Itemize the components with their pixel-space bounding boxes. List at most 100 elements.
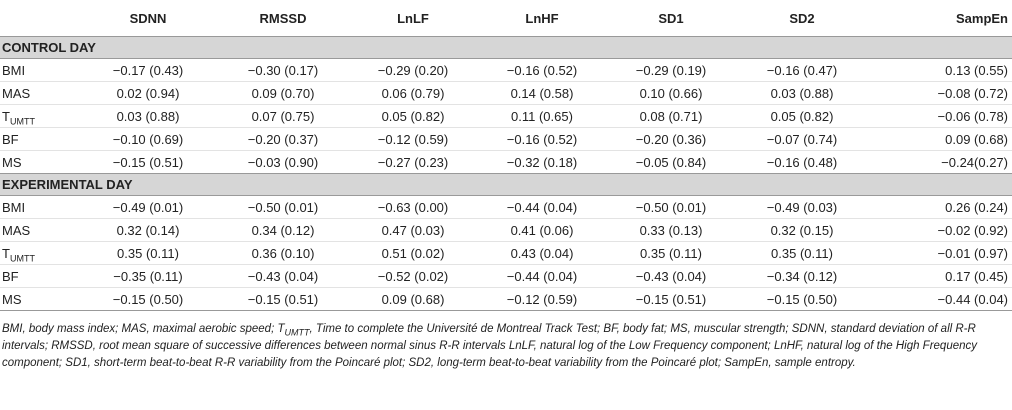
table-cell: 0.11 (0.65) <box>478 104 606 128</box>
table-cell: −0.15 (0.50) <box>78 287 218 311</box>
row-label: MAS <box>0 81 78 105</box>
table-container: SDNN RMSSD LnLF LnHF SD1 SD2 SampEn CONT… <box>0 0 1012 372</box>
table-cell: 0.09 (0.70) <box>218 81 348 105</box>
table-cell: −0.29 (0.20) <box>348 58 478 82</box>
table-row: MS −0.15 (0.50) −0.15 (0.51) 0.09 (0.68) −0.… <box>0 287 1012 311</box>
row-label-text: MS <box>2 154 22 170</box>
header-cell-lnlf: LnLF <box>348 0 478 37</box>
table-cell: −0.30 (0.17) <box>218 58 348 82</box>
row-label-text: BF <box>2 131 19 147</box>
table-cell: −0.16 (0.52) <box>478 127 606 151</box>
table-cell: −0.08 (0.72) <box>868 81 1012 105</box>
table-cell: −0.27 (0.23) <box>348 150 478 174</box>
table-cell: 0.03 (0.88) <box>78 104 218 128</box>
row-label: BMI <box>0 195 78 219</box>
header-row: SDNN RMSSD LnLF LnHF SD1 SD2 SampEn <box>0 0 1012 37</box>
table-cell: 0.32 (0.14) <box>78 218 218 242</box>
table-cell: 0.35 (0.11) <box>606 241 736 265</box>
section-header-row: CONTROL DAY <box>0 36 1012 59</box>
table-cell: −0.44 (0.04) <box>868 287 1012 311</box>
table-cell: 0.32 (0.15) <box>736 218 868 242</box>
section-header-row: EXPERIMENTAL DAY <box>0 173 1012 196</box>
table-cell: −0.16 (0.52) <box>478 58 606 82</box>
table-cell: −0.05 (0.84) <box>606 150 736 174</box>
table-cell: −0.15 (0.50) <box>736 287 868 311</box>
table-row: BMI −0.49 (0.01) −0.50 (0.01) −0.63 (0.00) −… <box>0 195 1012 219</box>
table-cell: −0.50 (0.01) <box>606 195 736 219</box>
table-cell: −0.20 (0.37) <box>218 127 348 151</box>
table-cell: 0.35 (0.11) <box>78 241 218 265</box>
row-label: TUMTT <box>0 104 78 128</box>
table-cell: 0.05 (0.82) <box>348 104 478 128</box>
footnote-text-start: BMI, body mass index; MAS, maximal aerob… <box>2 323 285 335</box>
table-cell: −0.16 (0.47) <box>736 58 868 82</box>
row-label-text: MAS <box>2 222 31 238</box>
table-cell: −0.49 (0.01) <box>78 195 218 219</box>
correlation-table: SDNN RMSSD LnLF LnHF SD1 SD2 SampEn CONT… <box>0 0 1012 311</box>
header-cell-rmssd: RMSSD <box>218 0 348 37</box>
footnote-subscript: UMTT <box>284 327 310 338</box>
table-row: BF −0.10 (0.69) −0.20 (0.37) −0.12 (0.59) −0… <box>0 127 1012 151</box>
table-cell: −0.52 (0.02) <box>348 264 478 288</box>
table-cell: −0.12 (0.59) <box>478 287 606 311</box>
table-cell: 0.34 (0.12) <box>218 218 348 242</box>
table-row: MAS 0.02 (0.94) 0.09 (0.70) 0.06 (0.79) 0.14… <box>0 81 1012 105</box>
table-cell: −0.24(0.27) <box>868 150 1012 174</box>
table-cell: 0.33 (0.13) <box>606 218 736 242</box>
header-cell-sd2: SD2 <box>736 0 868 37</box>
row-label: BF <box>0 127 78 151</box>
row-label: MS <box>0 150 78 174</box>
table-row: TUMTT 0.35 (0.11) 0.36 (0.10) 0.51 (0.02) 0.… <box>0 241 1012 265</box>
table-cell: 0.17 (0.45) <box>868 264 1012 288</box>
table-cell: −0.29 (0.19) <box>606 58 736 82</box>
table-cell: −0.49 (0.03) <box>736 195 868 219</box>
table-cell: 0.05 (0.82) <box>736 104 868 128</box>
table-cell: −0.34 (0.12) <box>736 264 868 288</box>
table-cell: 0.06 (0.79) <box>348 81 478 105</box>
row-label-text: BF <box>2 268 19 284</box>
header-cell-sdnn: SDNN <box>78 0 218 37</box>
row-label-subscript: UMTT <box>9 116 35 127</box>
table-cell: 0.09 (0.68) <box>348 287 478 311</box>
header-cell-empty <box>0 0 78 37</box>
table-cell: 0.10 (0.66) <box>606 81 736 105</box>
row-label-text: MS <box>2 291 22 307</box>
table-cell: 0.03 (0.88) <box>736 81 868 105</box>
row-label-text: MAS <box>2 85 31 101</box>
header-cell-sampen: SampEn <box>868 0 1012 37</box>
table-cell: −0.03 (0.90) <box>218 150 348 174</box>
table-cell: −0.06 (0.78) <box>868 104 1012 128</box>
table-cell: −0.10 (0.69) <box>78 127 218 151</box>
section-title: CONTROL DAY <box>0 36 1012 59</box>
row-label-subscript: UMTT <box>9 253 35 264</box>
row-label-text: BMI <box>2 199 26 215</box>
table-cell: −0.63 (0.00) <box>348 195 478 219</box>
section-title: EXPERIMENTAL DAY <box>0 173 1012 196</box>
table-row: BF −0.35 (0.11) −0.43 (0.04) −0.52 (0.02) −0… <box>0 264 1012 288</box>
table-row: MS −0.15 (0.51) −0.03 (0.90) −0.27 (0.23) −0… <box>0 150 1012 174</box>
table-cell: −0.32 (0.18) <box>478 150 606 174</box>
table-cell: −0.50 (0.01) <box>218 195 348 219</box>
header-cell-sd1: SD1 <box>606 0 736 37</box>
row-label-text: BMI <box>2 62 26 78</box>
table-cell: 0.43 (0.04) <box>478 241 606 265</box>
table-cell: −0.35 (0.11) <box>78 264 218 288</box>
table-footnote: BMI, body mass index; MAS, maximal aerob… <box>2 321 1010 372</box>
row-label: MAS <box>0 218 78 242</box>
table-cell: 0.13 (0.55) <box>868 58 1012 82</box>
table-cell: 0.14 (0.58) <box>478 81 606 105</box>
row-label: MS <box>0 287 78 311</box>
header-cell-lnhf: LnHF <box>478 0 606 37</box>
table-cell: −0.01 (0.97) <box>868 241 1012 265</box>
row-label-text: T <box>2 108 10 124</box>
table-cell: −0.12 (0.59) <box>348 127 478 151</box>
table-cell: −0.17 (0.43) <box>78 58 218 82</box>
table-cell: −0.16 (0.48) <box>736 150 868 174</box>
table-row: MAS 0.32 (0.14) 0.34 (0.12) 0.47 (0.03) 0.41… <box>0 218 1012 242</box>
table-cell: 0.07 (0.75) <box>218 104 348 128</box>
table-cell: −0.44 (0.04) <box>478 264 606 288</box>
table-cell: −0.43 (0.04) <box>606 264 736 288</box>
row-label: TUMTT <box>0 241 78 265</box>
row-label-text: T <box>2 245 10 261</box>
table-cell: 0.51 (0.02) <box>348 241 478 265</box>
